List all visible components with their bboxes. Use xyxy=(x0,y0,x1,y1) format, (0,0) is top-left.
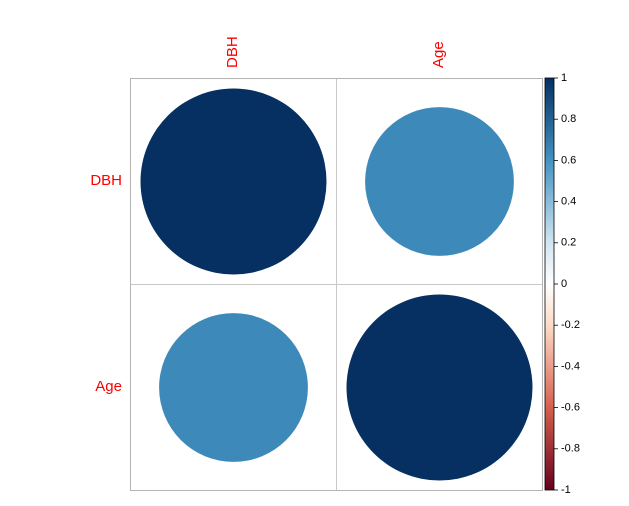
colorbar-tick-label: 0 xyxy=(561,278,567,290)
colorbar-tick-label: 1 xyxy=(561,72,567,84)
row-label-age: Age xyxy=(95,378,122,395)
colorbar-tick-label: -0.4 xyxy=(561,360,580,372)
colorbar-tick-label: -0.8 xyxy=(561,443,580,455)
correlation-circle-dbh-dbh xyxy=(140,88,327,275)
correlation-circle-dbh-age xyxy=(365,107,514,256)
colorbar-tick-label: -0.2 xyxy=(561,319,580,331)
grid-border xyxy=(130,78,543,491)
variable-labels: DBH Age DBH Age xyxy=(90,36,447,395)
colorbar-tick-label: -0.6 xyxy=(561,402,580,414)
correlation-circle-age-age xyxy=(346,294,533,481)
colorbar-tick-label: 0.8 xyxy=(561,113,576,125)
color-legend: 1 0.8 0.6 0.4 0.2 0 -0.2 -0.4 -0.6 -0.8 -1 xyxy=(544,72,580,496)
colorbar xyxy=(544,77,555,491)
row-label-dbh: DBH xyxy=(90,172,122,189)
colorbar-tick-label: -1 xyxy=(561,484,571,496)
colorbar-tick-label: 0.6 xyxy=(561,154,576,166)
correlation-circle-age-dbh xyxy=(159,313,308,462)
correlation-cells xyxy=(130,78,543,491)
colorbar-tick-label: 0.4 xyxy=(561,196,576,208)
column-label-dbh: DBH xyxy=(224,36,241,68)
column-label-age: Age xyxy=(430,41,447,68)
colorbar-tick-label: 0.2 xyxy=(561,237,576,249)
